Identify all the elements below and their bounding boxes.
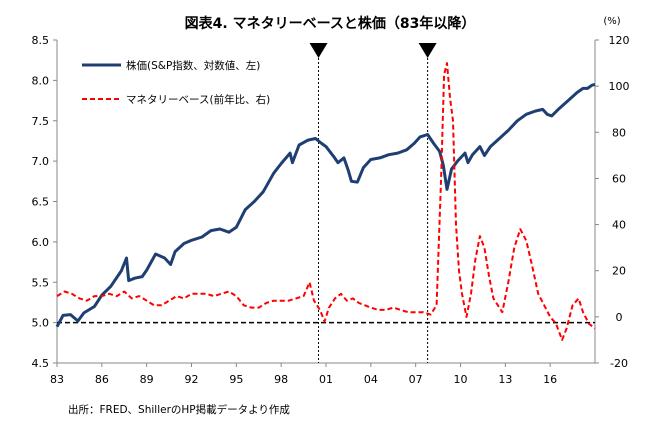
series-line-stock-price [55,82,596,328]
x-tick-label: 04 [364,373,378,386]
right-axis-unit: (%) [603,16,620,27]
x-tick-label: 95 [229,373,243,386]
left-tick-label: 7.0 [32,155,50,168]
left-tick-label: 6.0 [32,236,50,249]
left-axis-ticks: 4.5 5.0 5.5 6.0 6.5 7.0 7.5 8.0 8.5 [32,34,57,370]
legend-label-money: マネタリーベース(前年比、右) [126,93,270,106]
x-tick-label: 86 [95,373,109,386]
right-tick-label: 60 [612,172,626,185]
series-lines [55,62,596,341]
x-tick-label: 10 [454,373,468,386]
left-tick-label: 6.5 [32,196,50,209]
right-tick-label: -20 [610,357,628,370]
series-line-monetary-base [56,62,596,341]
right-axis-ticks: -20 0 20 40 60 80 100 120 [595,34,630,370]
x-tick-label: 98 [274,373,288,386]
x-tick-label: 13 [498,373,512,386]
left-tick-label: 4.5 [32,357,50,370]
right-tick-label: 80 [612,126,626,139]
x-tick-label: 89 [140,373,154,386]
right-tick-label: 20 [612,265,626,278]
legend: 株価(S&P指数、対数値、左) マネタリーベース(前年比、右) [82,59,270,106]
source-note: 出所：FRED、ShillerのHP掲載データより作成 [68,403,290,416]
left-tick-label: 7.5 [32,115,50,128]
legend-label-stock: 株価(S&P指数、対数値、左) [126,59,260,72]
x-tick-label: 07 [409,373,423,386]
x-tick-label: 92 [185,373,199,386]
chart-title: 図表4. マネタリーベースと株価（83年以降） [185,15,476,32]
right-tick-label: 0 [616,311,623,324]
left-tick-label: 5.5 [32,276,50,289]
event-markers [309,43,437,363]
left-tick-label: 8.0 [32,74,50,87]
right-tick-label: 120 [609,34,630,47]
right-tick-label: 40 [612,219,626,232]
event-marker-triangle [418,43,437,58]
x-axis-ticks: 83 86 89 92 95 98 01 04 07 10 13 16 [50,363,557,386]
right-tick-label: 100 [609,80,630,93]
left-tick-label: 5.0 [32,317,50,330]
event-marker-triangle [309,43,328,58]
x-tick-label: 16 [543,373,557,386]
left-tick-label: 8.5 [32,34,50,47]
x-tick-label: 83 [50,373,64,386]
x-tick-label: 01 [319,373,333,386]
